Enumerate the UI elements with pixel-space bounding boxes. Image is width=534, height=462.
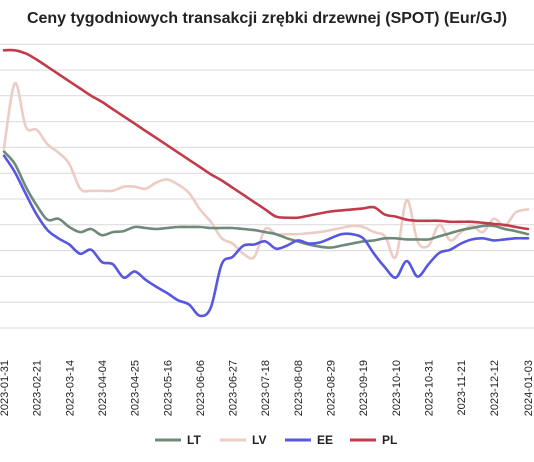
legend-label: LT	[187, 433, 201, 447]
legend-item-lt: LT	[155, 433, 201, 447]
x-axis-ticks: 2023-01-31 2023-02-21 2023-03-14 2023-04-04…	[0, 360, 534, 416]
x-tick-label: 2023-06-06	[195, 360, 207, 416]
legend-item-lv: LV	[220, 433, 266, 447]
x-tick-label: 2023-02-21	[32, 360, 44, 416]
legend-label: PL	[382, 433, 397, 447]
series-line-pl	[2, 48, 530, 231]
x-tick-label: 2023-12-12	[489, 360, 501, 416]
legend: LT LV EE PL	[155, 433, 397, 447]
x-tick-label: 2023-06-27	[228, 360, 240, 416]
x-tick-label: 2023-08-29	[326, 360, 338, 416]
x-tick-label: 2023-11-21	[456, 360, 468, 415]
x-tick-label: 2023-01-31	[0, 360, 11, 416]
x-tick-label: 2023-05-16	[162, 360, 174, 416]
x-tick-label: 2023-10-31	[423, 360, 435, 416]
grid-lines	[0, 43, 534, 329]
series-line-ee	[2, 154, 530, 318]
x-tick-label: 2023-07-18	[260, 360, 272, 416]
x-tick-label: 2023-08-08	[293, 360, 305, 416]
legend-label: LV	[252, 433, 266, 447]
x-tick-label: 2023-04-04	[97, 360, 109, 416]
x-tick-label: 2023-04-25	[130, 360, 142, 416]
legend-label: EE	[317, 433, 333, 447]
legend-item-ee: EE	[285, 433, 333, 447]
series-line-lv	[2, 81, 530, 260]
chart-title: Ceny tygodniowych transakcji zrębki drze…	[26, 10, 508, 27]
x-tick-label: 2023-10-10	[391, 360, 403, 416]
x-tick-label: 2023-03-14	[64, 360, 76, 416]
series-line-lt	[2, 150, 530, 249]
x-tick-label: 2023-09-19	[358, 360, 370, 416]
legend-item-pl: PL	[350, 433, 397, 447]
x-tick-label: 2024-01-03	[523, 360, 534, 416]
series-lines	[2, 48, 530, 318]
